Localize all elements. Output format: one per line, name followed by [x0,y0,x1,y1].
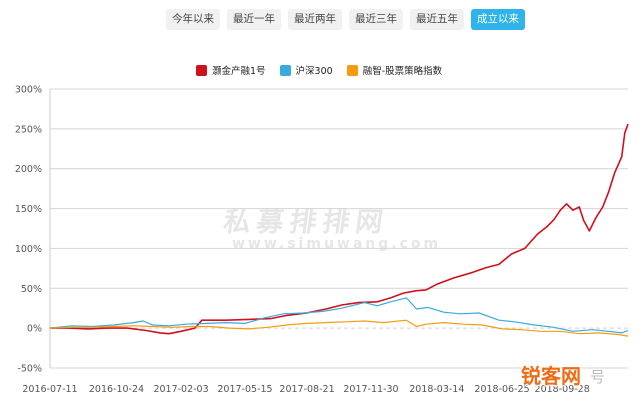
y-axis-ticks: -50% 0% 50% 100% 150% 200% 250% 300% [15,85,42,375]
chart-series [49,123,629,337]
site-logo: 锐客网 [521,364,581,388]
y-tick-label: 150% [15,204,42,215]
y-tick-label: 250% [15,124,42,135]
x-tick-label: 2018-06-25 [474,384,529,395]
series-line-csi300 [49,297,629,334]
x-axis-ticks: 2016-07-11 2016-10-24 2017-02-03 2017-05-15… [22,384,589,395]
tab-2y[interactable]: 最近两年 [288,9,342,30]
x-tick-label: 2017-11-30 [343,384,398,395]
series-line-fund [50,123,629,335]
x-tick-label: 2017-08-21 [279,384,334,395]
x-tick-label: 2016-07-11 [22,384,77,395]
legend-label-csi300: 沪深300 [295,66,333,77]
y-tick-label: 300% [15,85,42,96]
x-tick-label: 2016-10-24 [89,384,144,395]
legend-swatch-csi300 [279,64,291,76]
x-tick-label: 2018-09-28 [535,384,590,395]
x-tick-label: 2017-02-03 [153,384,208,395]
x-tick-label: 2018-03-14 [409,384,464,395]
tab-1y[interactable]: 最近一年 [227,9,281,30]
legend-item-csi300[interactable]: 沪深300 [279,63,333,77]
y-tick-label: 50% [21,284,42,295]
x-tick-label: 2017-05-15 [217,384,272,395]
site-logo-suffix: 号 [590,368,606,386]
y-tick-label: 0% [27,324,42,335]
legend-label-fund: 灏金产融1号 [212,66,266,77]
legend-item-strategy-index[interactable]: 融智-股票策略指数 [346,63,443,77]
series-line-strategy-index [49,319,629,337]
tab-3y[interactable]: 最近三年 [349,9,403,30]
legend-label-strategy-index: 融智-股票策略指数 [362,66,443,77]
y-tick-label: 200% [15,164,42,175]
legend-swatch-strategy-index [346,64,358,76]
tab-since-inception[interactable]: 成立以来 [471,9,525,30]
y-tick-label: -50% [17,364,42,375]
period-tabs: 今年以来 最近一年 最近两年 最近三年 最近五年 成立以来 [166,9,525,30]
y-tick-label: 100% [15,244,42,255]
chart-grid [49,88,628,369]
legend-swatch-fund [196,64,207,76]
tab-5y[interactable]: 最近五年 [410,9,464,30]
legend-item-fund[interactable]: 灏金产融1号 [196,63,266,77]
chart-legend: 灏金产融1号 沪深300 融智-股票策略指数 [196,63,442,77]
tab-ytd[interactable]: 今年以来 [166,9,220,30]
